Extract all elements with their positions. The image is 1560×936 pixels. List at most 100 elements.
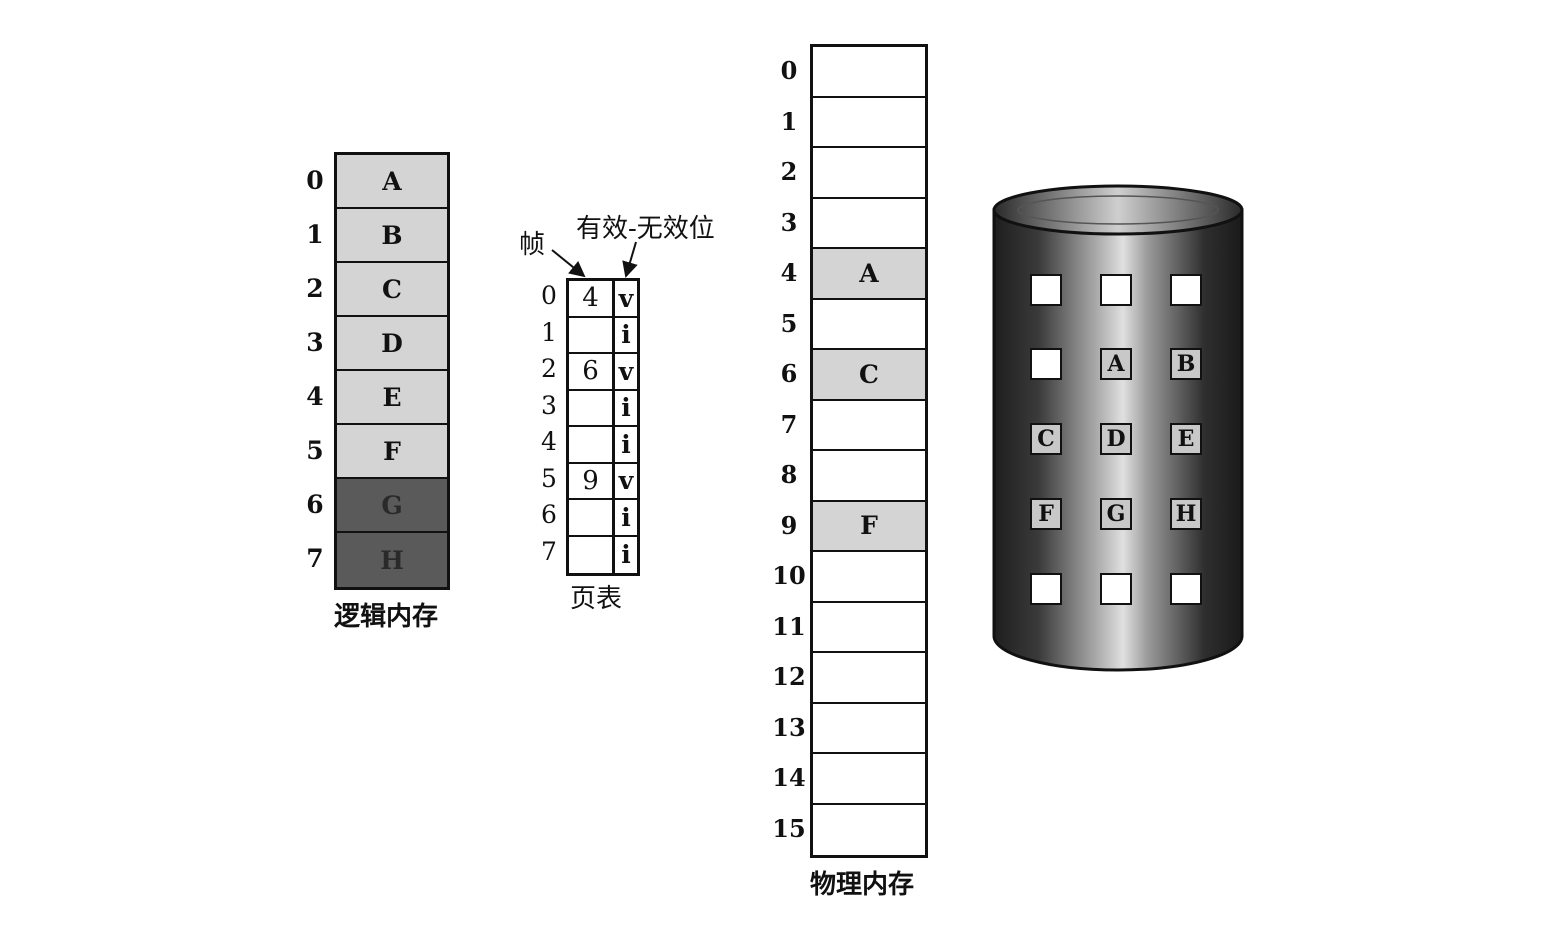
physical-frame-7: [813, 400, 925, 451]
physical-frame-index: 13: [772, 712, 806, 742]
page-table-valid-bit: v: [618, 466, 634, 496]
page-table-index: 2: [541, 354, 557, 383]
physical-frame-8: [813, 451, 925, 502]
page-table-frame-number: 4: [569, 281, 615, 316]
page-table-frame-number: [569, 390, 615, 425]
disk-page-D: D: [1100, 423, 1132, 455]
logical-page-4: E: [337, 371, 447, 425]
logical-page-index: 1: [306, 220, 324, 249]
page-table-valid-bit: i: [621, 429, 631, 459]
physical-frame-index: 3: [780, 207, 798, 237]
physical-frame-0: [813, 47, 925, 98]
disk-empty-slot: [1030, 348, 1062, 380]
disk-page-F: F: [1030, 498, 1062, 530]
page-table-frame-number: 6: [569, 354, 615, 389]
page-table-row: i: [569, 500, 637, 537]
physical-frame-index: 12: [772, 662, 806, 691]
logical-page-index: 3: [306, 328, 324, 357]
physical-frame-3: [813, 198, 925, 249]
physical-frame-6: C: [813, 350, 925, 401]
disk-page-H: H: [1170, 498, 1202, 530]
logical-page-1: B: [337, 209, 447, 263]
physical-frame-index: 8: [780, 460, 798, 489]
physical-frame-4: A: [813, 249, 925, 300]
page-table-index: 7: [541, 536, 557, 566]
physical-frame-10: [813, 552, 925, 603]
logical-page-index: 2: [306, 274, 324, 303]
page-table-index: 4: [541, 427, 557, 456]
page-table-caption: 页表: [570, 584, 623, 614]
physical-frame-index: 6: [780, 359, 798, 388]
logical-page-index: 6: [306, 490, 324, 519]
page-table-index: 0: [541, 281, 557, 310]
logical-page-index: 5: [306, 436, 324, 465]
physical-frame-index: 0: [780, 56, 798, 85]
disk-page-B: B: [1170, 348, 1202, 380]
page-table-index: 3: [541, 390, 557, 420]
logical-page-6: G: [337, 479, 447, 533]
logical-page-2: C: [337, 263, 447, 317]
page-table-frame-number: [569, 536, 615, 573]
logical-page-3: D: [337, 317, 447, 371]
page-table-index: 6: [541, 500, 557, 529]
page-table-row: i: [569, 536, 637, 573]
disk-empty-slot: [1170, 573, 1202, 605]
physical-frame-14: [813, 754, 925, 805]
physical-frame-12: [813, 653, 925, 704]
physical-frame-index: 4: [780, 258, 798, 287]
physical-frame-9: F: [813, 501, 925, 552]
disk-page-E: E: [1170, 423, 1202, 455]
backing-store-disk: A B C D E F G H: [990, 180, 1246, 676]
page-table-frame-number: 9: [569, 463, 615, 498]
page-table-valid-bit: i: [621, 393, 631, 423]
valid-bit-arrow: [622, 241, 638, 278]
disk-page-A: A: [1100, 348, 1132, 380]
frame-arrow: [551, 249, 586, 278]
physical-frame-index: 11: [772, 611, 806, 641]
logical-page-index: 0: [306, 166, 324, 195]
disk-empty-slot: [1030, 274, 1062, 306]
physical-frame-index: 5: [780, 308, 798, 338]
physical-frame-2: [813, 148, 925, 199]
page-table-frame-number: [569, 427, 615, 462]
physical-frame-index: 7: [780, 409, 798, 439]
disk-page-G: G: [1100, 498, 1132, 530]
page-table-valid-bit: i: [621, 502, 631, 532]
physical-frame-index: 10: [772, 561, 806, 590]
page-table-valid-bit: i: [621, 320, 631, 350]
physical-frame-index: 14: [772, 763, 806, 792]
page-table-row: i: [569, 317, 637, 354]
logical-page-index: 4: [306, 382, 324, 411]
page-table-index: 5: [541, 463, 557, 493]
frame-label: 帧: [519, 230, 546, 260]
page-table-valid-bit: i: [621, 540, 631, 570]
physical-frame-15: [813, 804, 925, 855]
page-table-valid-bit: v: [618, 356, 634, 386]
valid-invalid-bit-label: 有效-无效位: [576, 214, 715, 244]
disk-empty-slot: [1030, 573, 1062, 605]
disk-empty-slot: [1100, 274, 1132, 306]
logical-page-0: A: [337, 155, 447, 209]
page-table-row: i: [569, 427, 637, 464]
physical-frame-5: [813, 299, 925, 350]
logical-page-7: H: [337, 533, 447, 587]
logical-page-index: 7: [306, 544, 324, 573]
physical-frame-11: [813, 602, 925, 653]
physical-memory-caption: 物理内存: [810, 870, 915, 900]
disk-page-C: C: [1030, 423, 1062, 455]
physical-frame-index: 9: [780, 510, 798, 540]
logical-memory-caption: 逻辑内存: [334, 602, 439, 632]
page-table-frame-number: [569, 317, 615, 352]
disk-empty-slot: [1100, 573, 1132, 605]
logical-page-5: F: [337, 425, 447, 479]
page-table-index: 1: [541, 317, 557, 347]
page-table-valid-bit: v: [618, 283, 634, 313]
page-table-row: i: [569, 390, 637, 427]
physical-frame-1: [813, 97, 925, 148]
physical-frame-index: 2: [780, 157, 798, 186]
